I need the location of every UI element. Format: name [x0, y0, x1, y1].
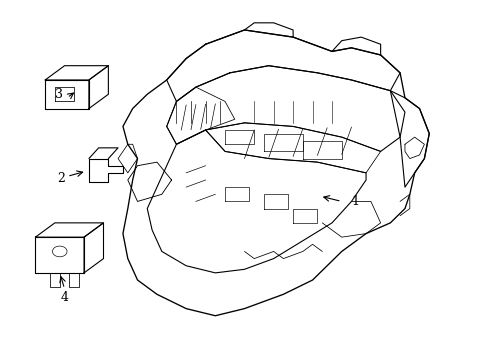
Text: 4: 4: [61, 291, 68, 305]
Text: 1: 1: [351, 195, 359, 208]
Text: 2: 2: [57, 172, 65, 185]
Text: 3: 3: [55, 88, 63, 101]
